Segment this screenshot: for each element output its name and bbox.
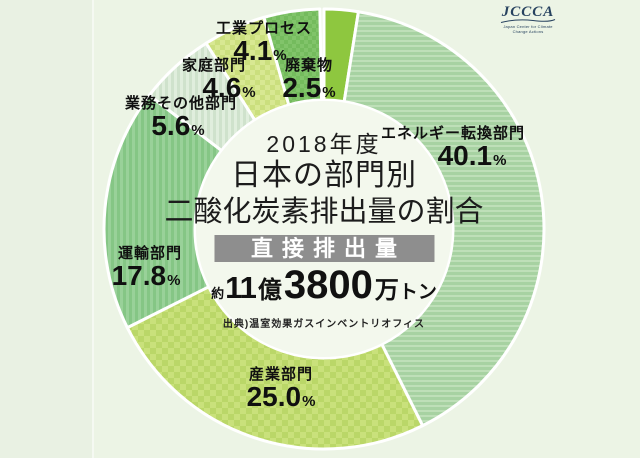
jccca-logo-text: JCCCA: [501, 4, 555, 20]
segment-label-1: 廃棄物 2.5%: [282, 57, 335, 106]
segment-label-4: 運輸部門 17.8%: [112, 245, 185, 294]
segment-label-5: 業務その他部門 5.6%: [125, 95, 237, 144]
jccca-logo-tagline: Japan Center for Climate Change Actions: [503, 24, 553, 34]
amount-approx-prefix: 約: [211, 286, 225, 301]
segment-label-2: エネルギー転換部門 40.1%: [381, 125, 525, 174]
segment-name: 廃棄物: [284, 57, 333, 74]
amount-unit-2: 万: [374, 277, 399, 304]
segment-name: 家庭部門: [181, 57, 247, 74]
segment-name: 産業部門: [248, 366, 313, 383]
segment-percent-number: 40.1: [437, 140, 493, 171]
segment-percent-number: 4.6: [202, 72, 242, 103]
total-amount: 約 11 億 3800 万 トン: [164, 263, 483, 311]
segment-percent-number: 2.5: [282, 72, 322, 103]
percent-sign: %: [493, 152, 507, 169]
percent-sign: %: [302, 393, 316, 410]
segment-value: 5.6%: [122, 112, 234, 144]
segment-percent-number: 4.1: [233, 35, 273, 66]
jccca-logo: JCCCA Japan Center for Climate Change Ac…: [497, 5, 559, 34]
chart-title-line1: 日本の部門別: [230, 159, 417, 192]
segment-percent-number: 5.6: [151, 110, 191, 141]
direct-emissions-band: 直接排出量: [213, 235, 434, 262]
segment-value: 4.6%: [197, 74, 261, 106]
segment-label-6: 家庭部門 4.6%: [181, 57, 256, 106]
segment-value: 4.1%: [212, 37, 308, 69]
segment-name: 業務その他部門: [124, 95, 238, 112]
amount-unit-1: 億: [257, 277, 282, 304]
segment-name: エネルギー転換部門: [380, 125, 526, 142]
segment-percent-number: 25.0: [246, 381, 302, 412]
segment-label-7: 工業プロセス 4.1%: [216, 20, 312, 69]
amount-number-2: 3800: [283, 263, 373, 307]
segment-value: 17.8%: [112, 262, 181, 294]
source-note: 出典)温室効果ガスインベントリオフィス: [222, 319, 426, 330]
segment-value: 2.5%: [282, 74, 335, 106]
percent-sign: %: [242, 84, 256, 101]
amount-number-1: 11: [225, 270, 257, 305]
percent-sign: %: [322, 84, 336, 101]
chart-center-text: 2018年度 日本の部門別 二酸化炭素排出量の割合 直接排出量 約 11 億 3…: [164, 131, 483, 330]
segment-name: 運輸部門: [117, 245, 182, 262]
segment-name: 工業プロセス: [215, 20, 313, 37]
segment-label-3: 産業部門 25.0%: [247, 366, 316, 415]
percent-sign: %: [273, 47, 287, 64]
amount-unit-3: トン: [398, 282, 437, 303]
segment-value: 25.0%: [247, 383, 316, 415]
background-left-strip: [0, 0, 94, 458]
segment-percent-number: 17.8: [111, 260, 167, 291]
chart-year: 2018年度: [266, 131, 382, 157]
percent-sign: %: [191, 122, 205, 139]
segment-value: 40.1%: [400, 142, 544, 174]
donut-center-circle: [194, 99, 454, 359]
percent-sign: %: [167, 272, 181, 289]
logo-swoosh-icon: [500, 19, 556, 23]
chart-title-line2: 二酸化炭素排出量の割合: [164, 196, 484, 228]
